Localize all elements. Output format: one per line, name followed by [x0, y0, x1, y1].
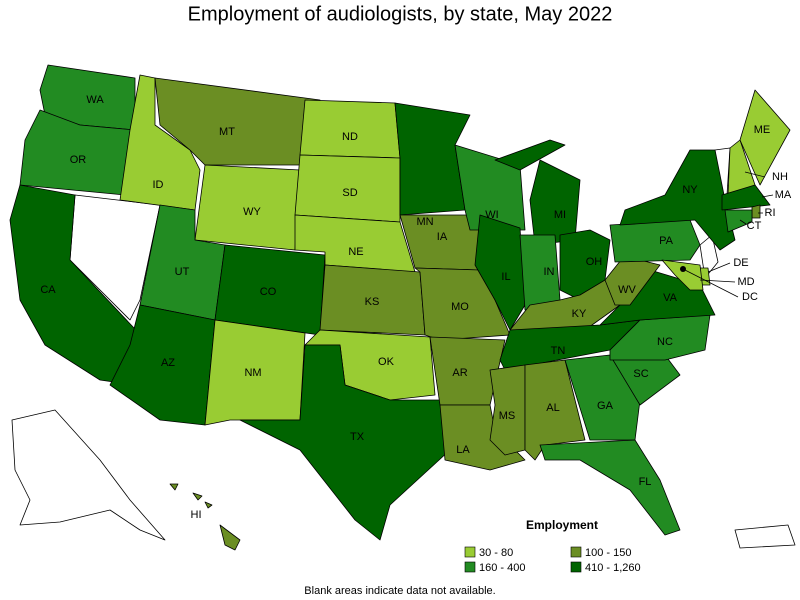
state-shape [219, 524, 241, 551]
state-label: MD [737, 276, 754, 288]
state-label: SC [633, 368, 648, 380]
state-label: ID [153, 179, 164, 191]
state-label: KY [572, 308, 587, 320]
state-label: AZ [161, 357, 175, 369]
state-label: WY [243, 206, 261, 218]
state-label: OR [70, 154, 87, 166]
state-label: MI [554, 209, 566, 221]
state-shape [609, 219, 701, 263]
state-shape-blank [11, 409, 166, 541]
state-label: WI [485, 209, 498, 221]
states [9, 64, 796, 551]
state-label: WV [618, 284, 636, 296]
state-shape [739, 89, 791, 186]
state-label: HI [191, 509, 202, 521]
state-shape [529, 159, 581, 246]
state-label: MN [416, 216, 433, 228]
leader-line [744, 171, 766, 178]
state-shape [494, 139, 566, 171]
state-label: NY [682, 184, 698, 196]
state-shape [169, 483, 179, 491]
state-label: ND [342, 131, 358, 143]
state-label: AR [452, 367, 467, 379]
state-label: IL [501, 271, 510, 283]
state-label: MO [451, 301, 469, 313]
state-shape [192, 492, 203, 501]
state-label: NH [772, 171, 788, 183]
state-label: TX [350, 431, 365, 443]
state-shape [204, 501, 213, 509]
legend-label: 30 - 80 [479, 547, 513, 559]
state-label: MS [499, 410, 516, 422]
state-shape [119, 74, 201, 211]
state-shape [564, 354, 641, 441]
leader-line [739, 219, 747, 225]
leader-line [761, 194, 774, 198]
state-label: AL [546, 402, 559, 414]
state-label: ME [754, 124, 771, 136]
legend-label: 100 - 150 [585, 547, 631, 559]
state-label: NM [244, 367, 261, 379]
state-label: CT [747, 220, 762, 232]
legend-title: Employment [526, 518, 598, 532]
state-label: NC [657, 336, 673, 348]
legend-swatch [570, 546, 582, 558]
state-label: VA [663, 292, 678, 304]
state-shape [661, 259, 704, 291]
state-shape [539, 439, 681, 536]
state-label: TN [551, 345, 566, 357]
leader-line [682, 268, 739, 298]
state-label: FL [639, 476, 652, 488]
legend-swatch [464, 561, 476, 573]
state-labels: WA OR CA ID MT WY UT CO AZ NM ND SD NE KS OK TX MN IA MO AR… [40, 94, 792, 521]
legend-swatch [570, 561, 582, 573]
state-label: WA [86, 94, 104, 106]
state-label: MA [775, 189, 792, 201]
legend-label: 160 - 400 [479, 562, 525, 574]
state-label: KS [365, 296, 380, 308]
leader-line [707, 262, 731, 273]
map-title: Employment of audiologists, by state, Ma… [188, 3, 613, 25]
state-label: MT [219, 126, 235, 138]
state-label: IA [437, 231, 448, 243]
state-shape [299, 99, 401, 159]
legend: 30 - 80 160 - 400 100 - 150 410 - 1,260 [464, 546, 641, 574]
state-label: PA [659, 235, 674, 247]
state-shape [751, 204, 761, 219]
state-label: CO [260, 286, 277, 298]
state-label: GA [597, 400, 614, 412]
state-shape-blank [699, 234, 719, 279]
state-label: CA [40, 284, 56, 296]
state-label: OH [586, 256, 603, 268]
footnote: Blank areas indicate data not available. [304, 585, 495, 597]
legend-swatch [464, 546, 476, 558]
state-label: OK [378, 356, 395, 368]
state-shape [239, 344, 451, 541]
legend-label: 410 - 1,260 [585, 562, 641, 574]
state-shape [724, 209, 753, 233]
state-label: LA [456, 444, 470, 456]
state-label: UT [175, 266, 190, 278]
state-label: DE [733, 257, 748, 269]
state-label: IN [544, 266, 555, 278]
state-label: DC [742, 291, 758, 303]
state-label: SD [342, 187, 357, 199]
state-label: RI [765, 207, 776, 219]
state-shape [721, 184, 771, 211]
state-shape-blank [734, 524, 796, 549]
dc-marker [680, 266, 686, 272]
state-label: NE [348, 246, 363, 258]
